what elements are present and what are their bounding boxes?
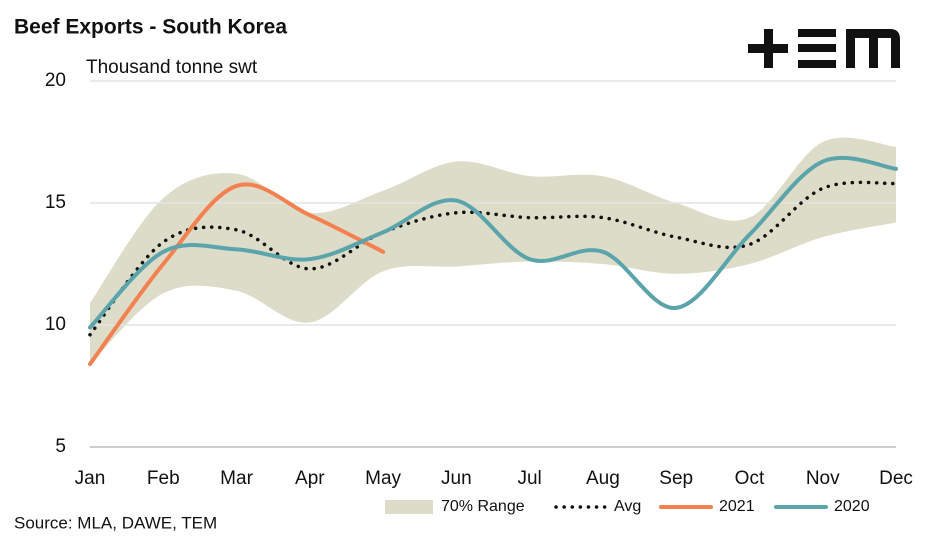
line: [88, 155, 898, 330]
x-tick-label: Sep: [659, 468, 693, 489]
legend-label: 70% Range: [441, 498, 525, 515]
x-tick-label: Oct: [735, 468, 765, 489]
range-band: [90, 137, 896, 365]
legend-label: 2021: [719, 498, 755, 515]
legend-swatch: [385, 500, 433, 514]
x-tick-label: Jun: [441, 468, 472, 489]
legend-label: 2020: [834, 498, 870, 515]
x-tick-label: May: [365, 468, 401, 489]
x-tick-label: Jan: [75, 468, 106, 489]
y-tick-label: 10: [45, 314, 66, 335]
y-tick-label: 20: [45, 70, 66, 91]
y-axis-label: Thousand tonne swt: [86, 57, 258, 78]
x-tick-label: Jul: [517, 468, 541, 489]
x-tick-label: Feb: [147, 468, 180, 489]
line: [88, 180, 898, 337]
x-tick-label: Aug: [586, 468, 620, 489]
x-tick-label: Mar: [220, 468, 253, 489]
x-tick-label: Nov: [806, 468, 840, 489]
y-tick-label: 15: [45, 192, 66, 213]
x-tick-label: Dec: [879, 468, 913, 489]
source: Source: MLA, DAWE, TEM: [14, 513, 217, 532]
x-tick-label: Apr: [295, 468, 325, 489]
legend-label: Avg: [614, 498, 641, 515]
y-tick-label: 5: [55, 436, 66, 457]
line: [88, 182, 386, 367]
chart-title: Beef Exports - South Korea: [14, 16, 287, 39]
logo: [748, 29, 900, 68]
